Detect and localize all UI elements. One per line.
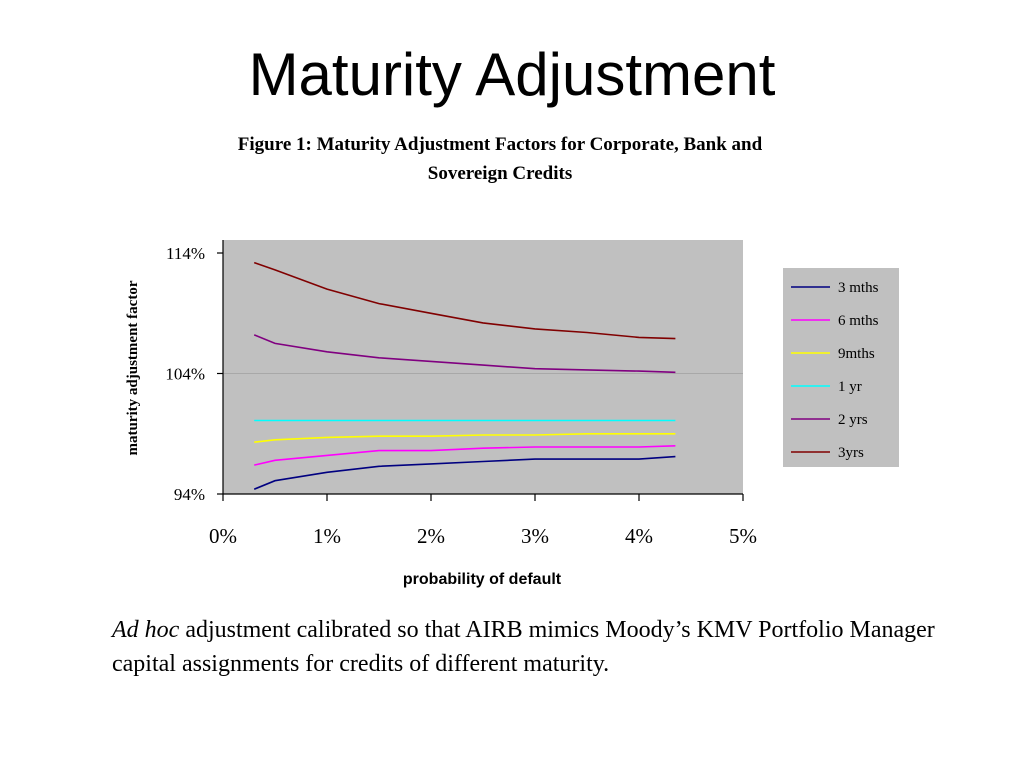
x-tick-label: 3% [521,524,549,548]
legend-label: 6 mths [838,313,879,329]
figure-title: Figure 1: Maturity Adjustment Factors fo… [150,130,850,188]
maturity-adjustment-chart: 94% 104% 114% 0% 1% 2% 3% 4% 5% maturity adjustm… [125,240,899,588]
legend-label: 3yrs [838,445,864,461]
figure-title-line-1: Figure 1: Maturity Adjustment Factors fo… [237,134,763,155]
legend-box [783,268,899,467]
y-axis-label: maturity adjustment factor [125,280,141,455]
caption-text: adjustment calibrated so that AIRB mimic… [112,617,935,677]
x-tick-label: 2% [417,524,445,548]
x-tick-label: 5% [729,524,757,548]
y-tick-label: 114% [166,244,205,263]
series-lines [253,261,676,490]
legend-label: 9mths [838,346,875,362]
x-axis-label: probability of default [403,571,562,588]
legend-items: 3 mths 6 mths 9mths 1 yr 2 yrs 3yrs [791,280,879,461]
series-line-1 [254,445,676,466]
series-line-4 [253,334,676,374]
legend-label: 1 yr [838,379,862,395]
figure-title-line-2: Sovereign Credits [427,163,573,184]
y-tick-label: 94% [174,485,205,504]
series-line-0 [253,455,676,490]
x-tick-label: 0% [209,524,237,548]
caption-italic: Ad hoc [112,617,180,643]
slide-title: Maturity Adjustment [248,41,776,108]
legend-label: 3 mths [838,280,879,296]
x-tick-label: 4% [625,524,653,548]
legend-label: 2 yrs [838,412,868,428]
x-tick-label: 1% [313,524,341,548]
series-line-2 [254,432,676,443]
y-tick-label: 104% [165,365,205,384]
caption: Ad hoc adjustment calibrated so that AIR… [112,613,972,681]
axes: 94% 104% 114% 0% 1% 2% 3% 4% 5% [165,240,757,548]
series-line-5 [253,261,676,340]
legend: 3 mths 6 mths 9mths 1 yr 2 yrs 3yrs [783,268,899,467]
plot-area [223,240,743,494]
